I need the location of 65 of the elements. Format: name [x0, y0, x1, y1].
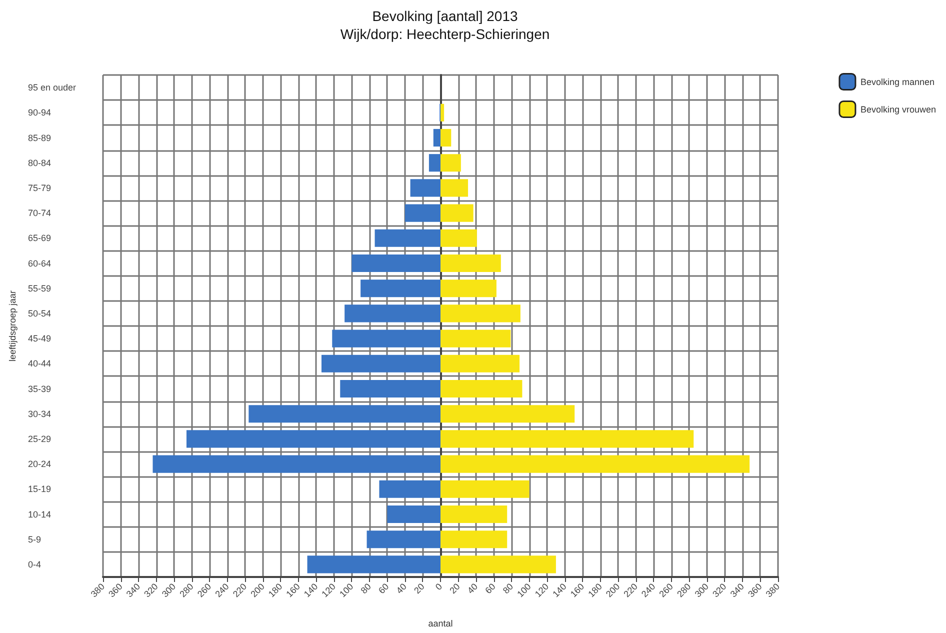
y-tick-label: 75-79	[28, 182, 52, 193]
y-tick-label: 40-44	[28, 358, 52, 369]
x-tick-label: 80	[358, 581, 373, 596]
y-tick-label: 45-49	[28, 334, 52, 344]
y-axis-title: leeftijdsgroep jaar	[8, 290, 18, 362]
y-tick-label: 70-74	[28, 208, 52, 218]
x-tick-label: 160	[284, 581, 302, 600]
y-tick-label: 0-4	[28, 559, 42, 570]
x-tick-label: 140	[302, 581, 320, 600]
legend-label: Bevolking vrouwen	[860, 104, 936, 114]
chart-subtitle: Wijk/dorp: Heechterp-Schieringen	[340, 26, 550, 42]
x-tick-label: 220	[622, 581, 640, 600]
x-tick-label: 300	[160, 581, 178, 600]
chart-title: Bevolking [aantal] 2013	[372, 8, 518, 24]
y-tick-label: 15-19	[28, 484, 52, 494]
x-tick-label: 280	[675, 581, 693, 600]
x-tick-label: 40	[394, 581, 409, 596]
x-tick-label: 240	[640, 581, 658, 600]
x-tick-label: 360	[746, 581, 764, 600]
x-tick-label: 200	[248, 581, 266, 600]
x-tick-label: 100	[515, 581, 533, 600]
x-tick-label: 280	[178, 581, 196, 600]
x-tick-label: 380	[88, 581, 107, 600]
x-tick-label: 340	[728, 581, 746, 600]
x-tick-label: 80	[500, 581, 516, 596]
y-tick-label: 95 en ouder	[28, 82, 76, 93]
x-tick-label: 180	[266, 581, 284, 600]
x-axis-title: aantal	[428, 618, 453, 628]
y-tick-label: 30-34	[28, 408, 52, 419]
x-tick-label: 360	[106, 581, 124, 600]
y-tick-label: 5-9	[28, 534, 42, 544]
y-tick-label: 35-39	[28, 384, 52, 394]
x-tick-label: 100	[338, 581, 356, 600]
x-tick-label: 320	[710, 581, 728, 600]
x-tick-label: 140	[550, 581, 568, 600]
y-tick-label: 65-69	[28, 233, 52, 244]
y-tick-label: 55-59	[28, 283, 52, 294]
x-tick-label: 340	[124, 581, 142, 600]
y-tick-label: 85-89	[28, 132, 52, 143]
x-tick-label: 300	[692, 581, 710, 600]
x-tick-label: 380	[764, 581, 782, 600]
y-tick-label: 10-14	[28, 509, 52, 520]
x-tick-label: 60	[483, 581, 498, 596]
x-tick-label: 40	[465, 581, 480, 596]
x-tick-label: 20	[412, 581, 426, 596]
x-tick-label: 120	[320, 581, 338, 600]
x-tick-label: 200	[604, 581, 622, 600]
y-tick-label: 90-94	[28, 108, 52, 118]
x-tick-label: 120	[532, 581, 551, 600]
legend-label: Bevolking mannen	[860, 76, 935, 87]
y-tick-label: 25-29	[28, 434, 52, 444]
y-tick-label: 60-64	[28, 258, 52, 268]
x-tick-label: 240	[213, 581, 231, 600]
x-tick-label: 60	[376, 581, 391, 596]
x-tick-label: 220	[230, 581, 249, 600]
x-tick-label: 260	[195, 581, 214, 600]
y-tick-label: 80-84	[28, 158, 52, 168]
x-tick-label: 320	[142, 581, 160, 600]
x-tick-label: 180	[586, 581, 604, 600]
x-tick-label: 260	[657, 581, 675, 600]
x-tick-label: 20	[448, 581, 462, 596]
y-tick-label: 50-54	[28, 308, 52, 318]
x-tick-label: 0	[433, 581, 444, 592]
y-tick-label: 20-24	[28, 459, 52, 470]
x-tick-label: 160	[568, 581, 586, 600]
